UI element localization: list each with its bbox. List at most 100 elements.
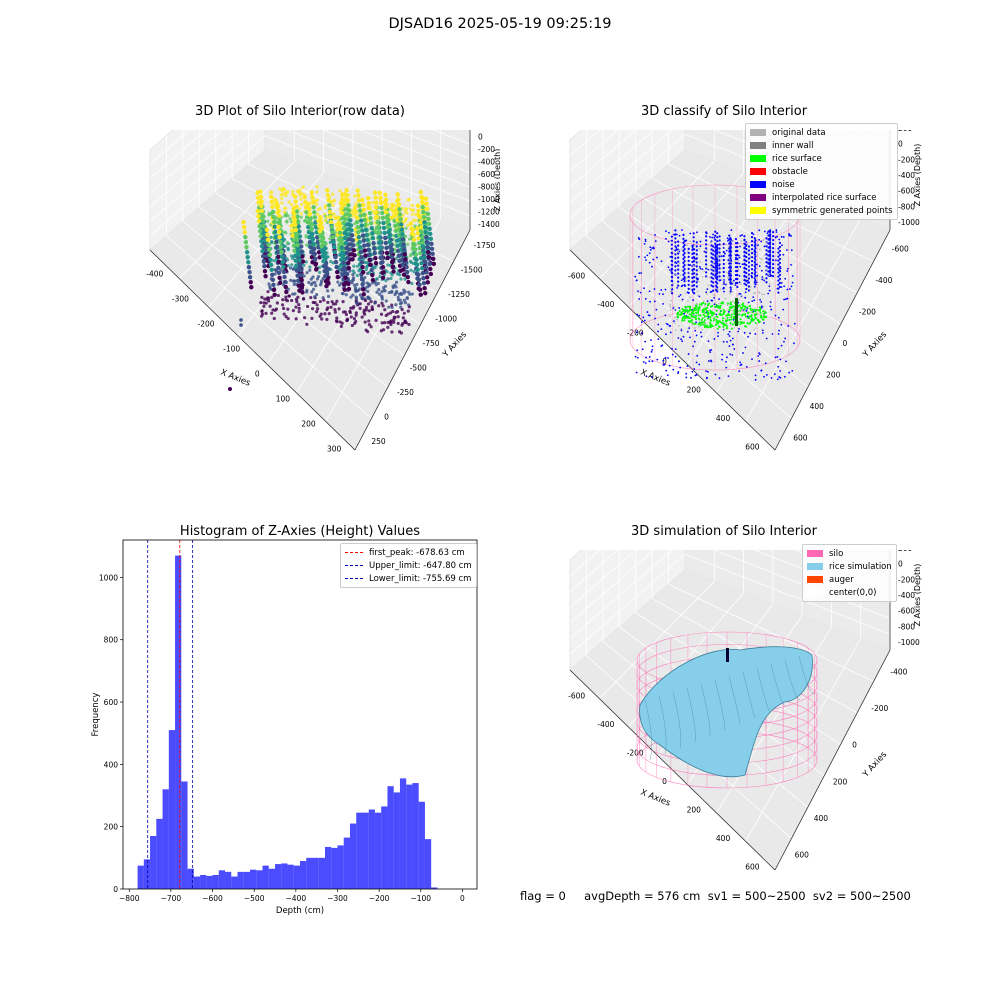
- data-point: [280, 201, 284, 205]
- noise-point: [767, 242, 770, 245]
- noise-point: [753, 265, 756, 268]
- original-point: [717, 288, 719, 291]
- data-point: [276, 229, 282, 235]
- rice-surface-point: [704, 302, 707, 305]
- legend-swatch: [750, 168, 766, 175]
- noise-point: [728, 266, 731, 269]
- data-point: [383, 240, 389, 246]
- data-point: [285, 299, 290, 303]
- noise-point: [767, 266, 770, 269]
- noise-point: [682, 273, 685, 276]
- noise-point: [778, 265, 782, 269]
- data-point: [425, 275, 430, 280]
- grid-line: [745, 218, 862, 422]
- data-point: [374, 318, 378, 322]
- noise-point: [780, 235, 783, 238]
- original-point: [681, 299, 683, 302]
- noise-point: [648, 252, 651, 254]
- data-point: [369, 267, 374, 273]
- noise-point: [763, 375, 765, 378]
- noise-point: [728, 335, 731, 337]
- original-point: [723, 329, 726, 331]
- rice-surface-point: [730, 318, 733, 321]
- noise-point: [772, 250, 775, 254]
- noise-point: [714, 234, 717, 237]
- noise-point: [767, 250, 770, 253]
- noise-point: [660, 260, 663, 263]
- noise-point: [756, 274, 759, 277]
- data-point: [390, 203, 396, 209]
- simulation-scene: [636, 631, 818, 789]
- noise-point: [718, 255, 721, 258]
- noise-point: [699, 240, 702, 243]
- noise-point: [772, 266, 775, 270]
- data-point: [282, 279, 288, 285]
- data-point: [295, 247, 301, 253]
- noise-point: [777, 347, 780, 350]
- data-point: [243, 240, 249, 245]
- data-point: [320, 317, 324, 321]
- data-point: [428, 271, 434, 277]
- data-point: [269, 199, 275, 205]
- tick-label: -400: [597, 720, 614, 729]
- noise-point: [671, 284, 674, 287]
- data-point: [319, 243, 324, 249]
- noise-point: [679, 293, 682, 296]
- y-tick-label: 0: [113, 885, 118, 894]
- original-point: [729, 316, 731, 319]
- data-point: [405, 211, 409, 215]
- noise-point: [651, 360, 654, 363]
- noise-point: [687, 275, 690, 278]
- original-point: [709, 241, 712, 244]
- noise-point: [734, 284, 737, 287]
- noise-point: [718, 251, 721, 254]
- x-tick-label: −800: [119, 894, 140, 903]
- noise-point: [687, 283, 690, 286]
- data-point: [390, 273, 394, 277]
- data-point: [318, 206, 323, 211]
- data-point: [281, 298, 285, 302]
- legend-swatch: [750, 155, 766, 162]
- data-point: [243, 235, 248, 240]
- rice-surface-point: [717, 322, 720, 325]
- data-point: [270, 190, 274, 194]
- noise-point: [722, 270, 725, 274]
- noise-point: [750, 275, 754, 279]
- data-point: [326, 300, 330, 304]
- noise-point: [690, 376, 692, 379]
- noise-point: [751, 300, 754, 302]
- noise-point: [745, 279, 748, 283]
- rice-surface-point: [711, 314, 714, 317]
- data-point: [341, 225, 347, 231]
- noise-point: [634, 275, 637, 278]
- data-point: [278, 187, 282, 191]
- original-point: [764, 254, 766, 257]
- noise-point: [727, 333, 730, 336]
- noise-point: [721, 358, 723, 361]
- original-point: [759, 261, 762, 264]
- data-point: [422, 285, 427, 291]
- noise-point: [691, 268, 694, 272]
- noise-point: [714, 242, 717, 245]
- legend-swatch: [345, 565, 363, 566]
- data-point: [323, 273, 328, 279]
- noise-point: [653, 300, 656, 303]
- data-point: [352, 317, 357, 321]
- tick-label: -1000: [898, 638, 920, 647]
- data-point: [365, 264, 369, 268]
- data-point: [276, 293, 280, 298]
- noise-point: [705, 259, 708, 262]
- noise-point: [718, 377, 721, 380]
- noise-point: [640, 272, 642, 274]
- data-point: [352, 253, 357, 258]
- noise-point: [665, 237, 667, 240]
- data-point: [310, 242, 316, 247]
- noise-point: [695, 253, 698, 256]
- data-point: [309, 282, 313, 287]
- noise-point: [712, 249, 715, 252]
- noise-point: [776, 235, 778, 238]
- noise-point: [636, 313, 639, 316]
- noise-point: [790, 285, 793, 288]
- data-point: [362, 212, 367, 218]
- tick-label: 600: [795, 851, 810, 860]
